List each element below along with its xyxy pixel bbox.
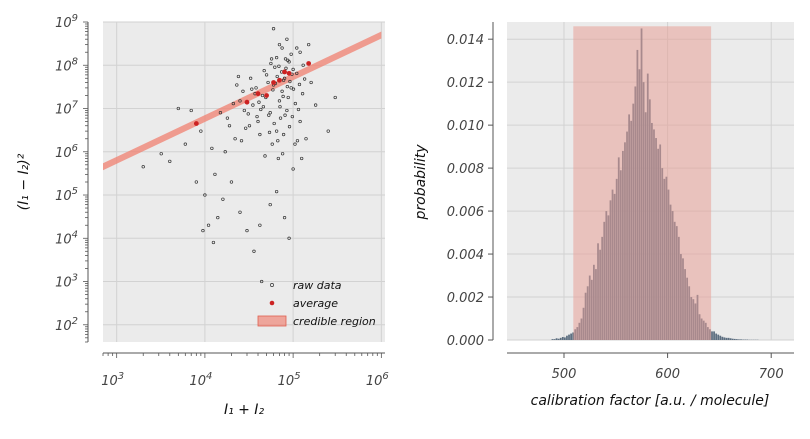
histogram-y-tick-label: 0.008 — [447, 162, 484, 177]
histogram-y-tick-label: 0.006 — [447, 205, 484, 220]
scatter-x-tick-label: 104 — [189, 371, 212, 389]
histogram-bar — [736, 339, 738, 340]
scatter-x-tick-label: 103 — [101, 371, 124, 389]
histogram-bar — [715, 334, 717, 340]
histogram-bar — [562, 337, 564, 340]
average-point — [256, 91, 261, 96]
histogram-bar — [740, 339, 742, 340]
histogram-bar — [564, 337, 566, 340]
scatter-plot-area — [103, 22, 385, 342]
histogram-x-axis-label: calibration factor [a.u. / molecule] — [531, 393, 770, 409]
histogram-y-tick-label: 0.012 — [447, 76, 484, 91]
histogram-bar — [734, 339, 736, 340]
histogram-y-tick-label: 0.000 — [447, 334, 484, 349]
scatter-y-axis-label: (I₁ − I₂)² — [16, 153, 32, 210]
legend-average-label: average — [293, 297, 338, 310]
average-point — [245, 100, 250, 105]
histogram-bar — [554, 339, 556, 340]
scatter-x-tick-label: 106 — [366, 371, 389, 389]
histogram-x-tick-label: 600 — [655, 367, 680, 382]
scatter-y-tick-label: 109 — [55, 13, 78, 31]
histogram-bar — [556, 338, 558, 340]
histogram-x-axis: 500 600 700 — [507, 353, 794, 382]
histogram-bar — [558, 339, 560, 340]
histogram-bar — [726, 338, 728, 340]
histogram-bar — [721, 337, 723, 340]
histogram-y-tick-label: 0.002 — [447, 291, 484, 306]
histogram-bar — [560, 338, 562, 340]
histogram-bar — [732, 339, 734, 340]
scatter-y-tick-label: 107 — [55, 100, 79, 118]
scatter-y-tick-label: 102 — [55, 316, 78, 334]
legend-raw-data-label: raw data — [293, 279, 342, 292]
histogram-bar — [730, 338, 732, 340]
scatter-x-tick-label: 105 — [278, 371, 301, 389]
average-point — [264, 93, 269, 98]
average-point — [194, 121, 199, 126]
histogram-bar — [566, 336, 568, 340]
scatter-x-axis: 103 104 105 106 — [101, 353, 389, 389]
average-point — [277, 78, 282, 83]
scatter-y-tick-label: 108 — [55, 56, 78, 74]
histogram-bar — [568, 335, 570, 340]
histogram-panel: 0.000 0.002 0.004 0.006 0.008 0.010 0.012 0.014… — [413, 22, 794, 409]
legend-credible-region-swatch — [258, 316, 286, 326]
legend-average-marker — [270, 301, 275, 306]
scatter-y-axis: 102 103 104 105 106 107 108 109 — [55, 13, 88, 342]
histogram-bar — [724, 337, 726, 340]
histogram-bar — [570, 334, 572, 340]
histogram-credible-region — [573, 26, 711, 340]
histogram-y-tick-label: 0.004 — [447, 248, 484, 263]
scatter-y-tick-label: 106 — [55, 143, 78, 161]
histogram-bar — [552, 339, 554, 340]
scatter-y-tick-label: 104 — [55, 229, 78, 247]
scatter-y-tick-label: 105 — [55, 186, 78, 204]
average-point — [282, 70, 287, 75]
average-point — [306, 61, 311, 66]
histogram-bar — [713, 331, 715, 340]
scatter-x-axis-label: I₁ + I₂ — [224, 402, 265, 418]
histogram-bar — [717, 335, 719, 340]
histogram-bar — [719, 336, 721, 340]
histogram-bar — [738, 339, 740, 340]
legend-credible-region-label: credible region — [293, 315, 376, 328]
histogram-y-axis: 0.000 0.002 0.004 0.006 0.008 0.010 0.012 0.014 — [447, 22, 493, 349]
histogram-y-tick-label: 0.014 — [447, 33, 484, 48]
histogram-x-tick-label: 700 — [759, 367, 784, 382]
average-point — [287, 71, 292, 76]
histogram-x-tick-label: 500 — [552, 367, 577, 382]
histogram-y-tick-label: 0.010 — [447, 119, 484, 134]
scatter-y-tick-label: 103 — [55, 273, 78, 291]
scatter-panel: 102 103 104 105 106 107 108 109 103 104 105 106 I₁… — [16, 13, 389, 418]
histogram-bar — [728, 338, 730, 340]
histogram-bar — [711, 331, 713, 340]
average-point — [271, 80, 276, 85]
histogram-y-axis-label: probability — [413, 144, 429, 221]
